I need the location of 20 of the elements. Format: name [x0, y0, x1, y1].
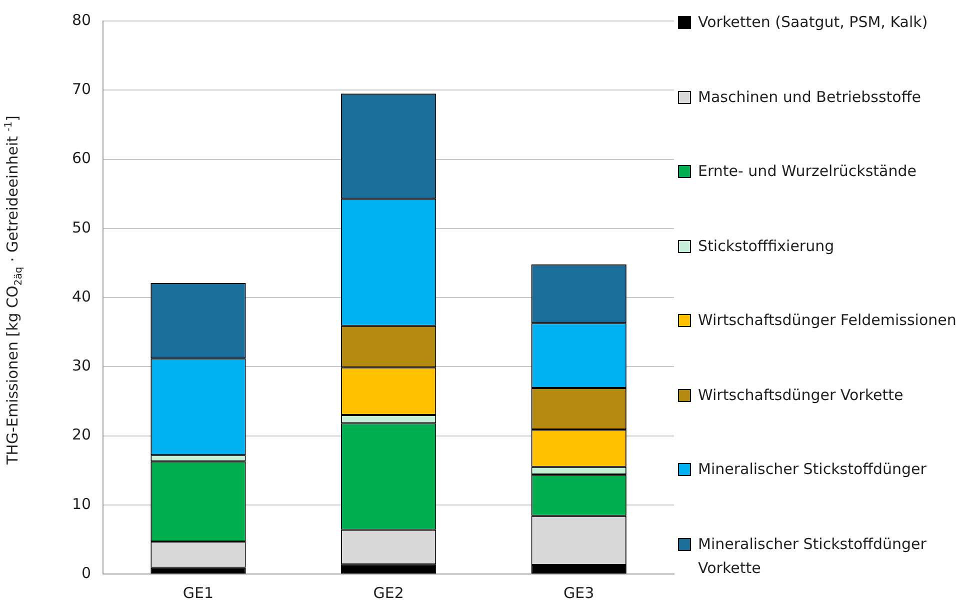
- legend-label: Stickstofffixierung: [698, 236, 834, 257]
- x-tick-label: GE3: [564, 584, 594, 602]
- y-tick-label: 10: [72, 494, 92, 513]
- y-tick-label: 80: [72, 10, 92, 29]
- y-tick-label: 50: [72, 218, 92, 236]
- legend-label: Mineralischer Stickstoffdünger: [698, 459, 926, 480]
- y-tick-label: 60: [72, 149, 92, 168]
- y-tick-label: 70: [72, 80, 92, 98]
- x-tick-label: GE2: [373, 584, 404, 602]
- y-tick-label: 20: [72, 426, 92, 444]
- legend-label: Ernte- und Wurzelrückstände: [698, 161, 916, 182]
- y-tick-label: 40: [72, 287, 92, 306]
- legend-label: Maschinen und Betriebsstoffe: [698, 86, 921, 108]
- y-tick-label: 0: [82, 564, 92, 582]
- legend-label: Wirtschaftsdünger Feldemissionen: [698, 310, 956, 332]
- y-tick-label: 30: [72, 356, 92, 375]
- legend-label: Wirtschaftsdünger Vorkette: [698, 384, 904, 406]
- x-tick-label: GE1: [182, 584, 214, 602]
- legend-label: Vorketten (Saatgut, PSM, Kalk): [698, 12, 928, 33]
- legend-label: Mineralischer Stickstoffdünger Vorkette: [698, 534, 928, 579]
